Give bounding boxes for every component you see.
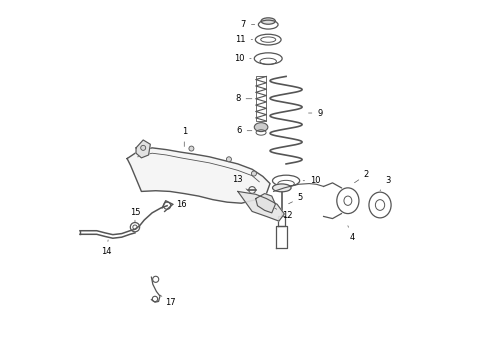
Polygon shape — [127, 148, 270, 203]
Text: 8: 8 — [235, 94, 252, 103]
Ellipse shape — [261, 18, 275, 24]
Text: 16: 16 — [172, 200, 187, 209]
Ellipse shape — [251, 171, 256, 176]
Text: 12: 12 — [274, 208, 293, 220]
Polygon shape — [136, 140, 150, 158]
Text: 14: 14 — [101, 240, 112, 256]
Ellipse shape — [189, 146, 194, 151]
Ellipse shape — [141, 145, 146, 150]
Text: 6: 6 — [236, 126, 252, 135]
Text: 7: 7 — [241, 20, 255, 29]
Text: 15: 15 — [130, 208, 140, 223]
Text: 1: 1 — [182, 127, 187, 147]
Bar — [256, 76, 267, 121]
Text: 3: 3 — [380, 176, 391, 191]
Ellipse shape — [226, 157, 231, 162]
Text: 10: 10 — [234, 54, 251, 63]
Text: 2: 2 — [354, 170, 369, 183]
Polygon shape — [256, 194, 275, 213]
Text: 13: 13 — [233, 175, 247, 190]
Text: 11: 11 — [235, 35, 252, 44]
Ellipse shape — [254, 123, 268, 132]
Text: 9: 9 — [309, 108, 322, 117]
Text: 4: 4 — [348, 226, 355, 242]
Text: 10: 10 — [303, 176, 320, 185]
Text: 17: 17 — [160, 295, 175, 307]
Ellipse shape — [272, 184, 291, 192]
Polygon shape — [238, 192, 284, 221]
Text: 5: 5 — [289, 193, 303, 204]
